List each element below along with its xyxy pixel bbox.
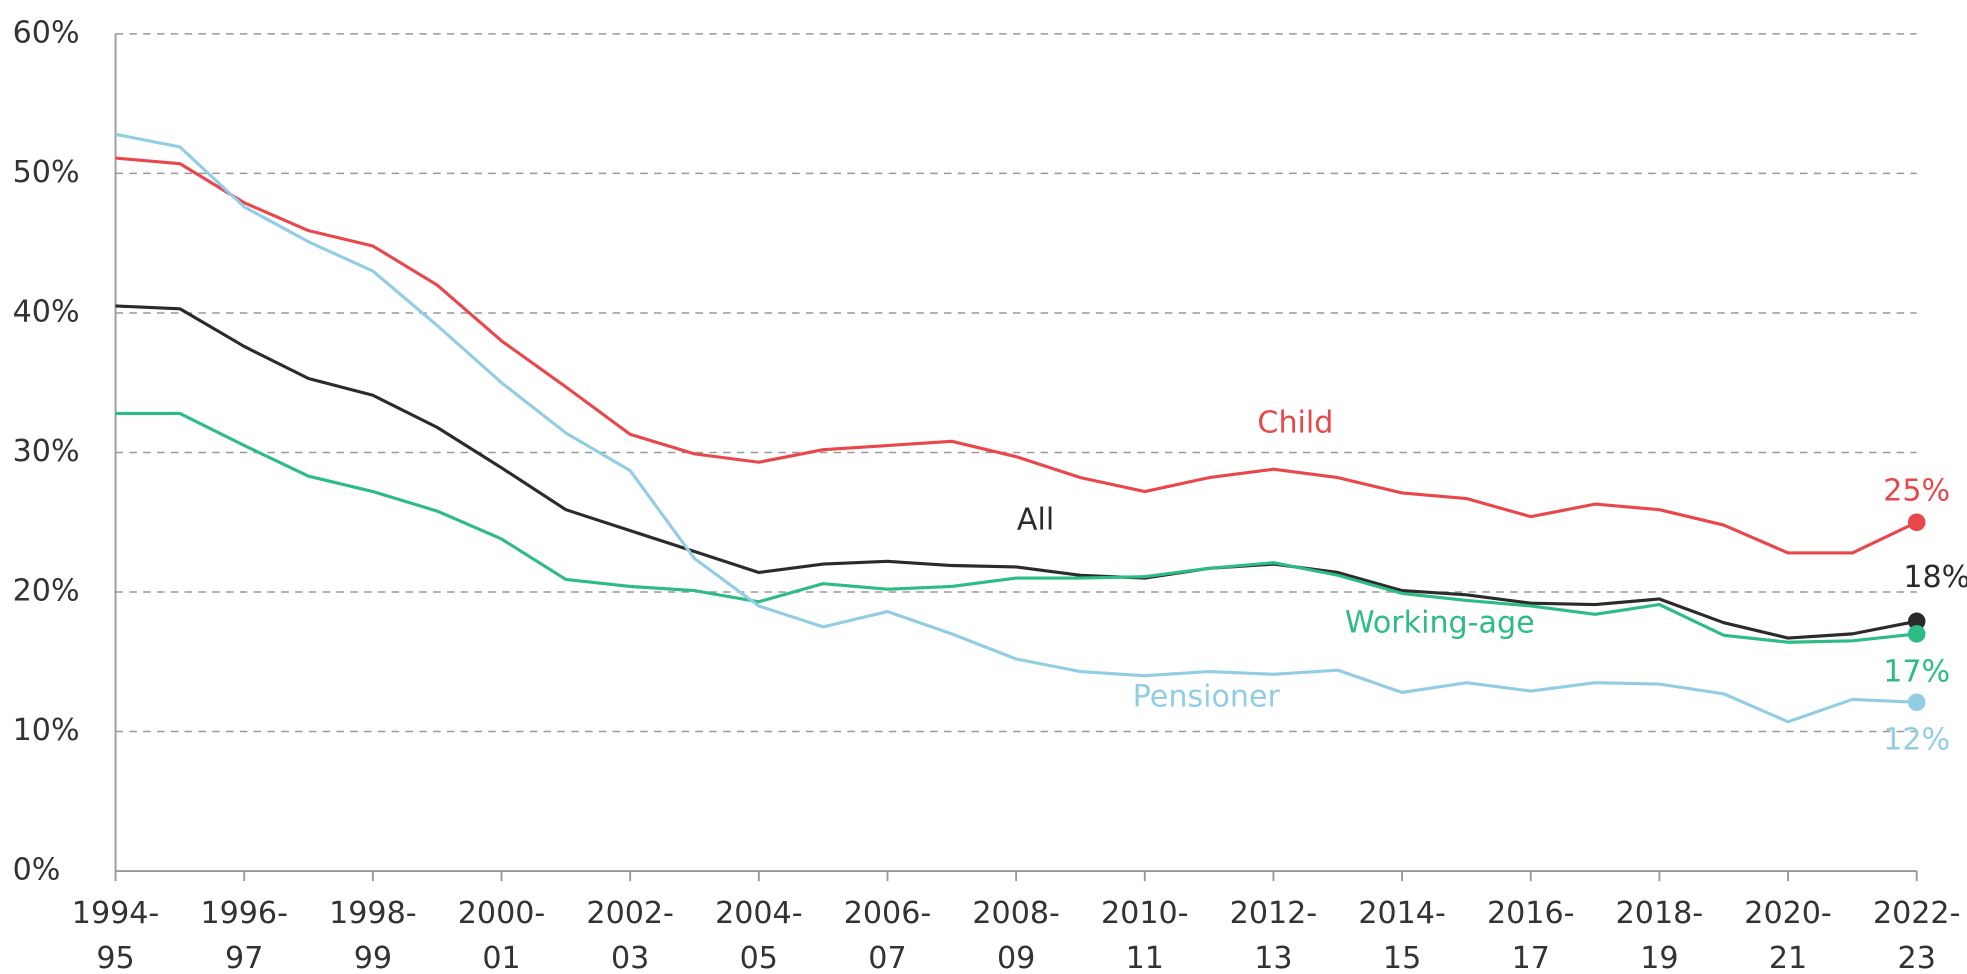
y-tick-label: 50%	[13, 155, 80, 190]
x-tick-label: 2002- 03	[586, 895, 673, 974]
end-point	[1907, 625, 1926, 643]
x-tick-label-line: 07	[868, 940, 906, 974]
x-tick-label-line: 2008-	[972, 895, 1060, 930]
x-tick-label-line: 97	[225, 940, 263, 974]
x-tick-label: 1996- 97	[200, 895, 287, 974]
end-point	[1907, 513, 1926, 532]
series-line	[115, 411, 1917, 644]
value-label: 25%	[1883, 474, 1950, 509]
x-tick-label-line: 2014-	[1358, 895, 1446, 930]
x-tick-label-line: 2004-	[715, 895, 803, 930]
end-point	[1907, 693, 1926, 712]
x-tick-label: 2010- 11	[1101, 895, 1189, 974]
series-label: All	[1017, 502, 1054, 537]
x-tick-label-line: 03	[611, 940, 649, 974]
y-tick-label: 10%	[13, 713, 80, 748]
x-tick-label: 1998- 99	[329, 895, 417, 974]
x-tick-label-line: 95	[96, 940, 134, 974]
y-tick-label: 60%	[13, 15, 80, 50]
x-tick-label: 1994- 95	[72, 895, 159, 974]
series-label: Pensioner	[1133, 679, 1281, 714]
x-tick-label-line: 2010-	[1101, 895, 1189, 930]
x-tick-label-line: 01	[482, 940, 520, 974]
x-tick-label-line: 23	[1898, 940, 1936, 974]
y-tick-label: 20%	[13, 574, 80, 609]
x-tick-label: 2012- 13	[1230, 895, 1318, 974]
x-tick-label: 2014- 15	[1358, 895, 1446, 974]
y-tick-label: 0%	[13, 853, 61, 888]
x-tick-label-line: 15	[1383, 940, 1421, 974]
x-tick-label-line: 2022-	[1873, 895, 1961, 930]
x-tick-label: 2004- 05	[715, 895, 803, 974]
x-tick-label-line: 17	[1512, 940, 1550, 974]
x-tick-label: 2022- 23	[1873, 895, 1961, 974]
x-tick-label: 2006- 07	[844, 895, 932, 974]
x-tick-label-line: 2006-	[844, 895, 932, 930]
x-tick-label: 2020- 21	[1744, 895, 1832, 974]
series-line	[115, 156, 1918, 555]
value-label: 17%	[1883, 654, 1950, 689]
x-tick-label-line: 1994-	[72, 895, 159, 930]
x-tick-label-line: 2000-	[458, 895, 546, 930]
x-tick-label-line: 19	[1640, 940, 1678, 974]
x-tick-label-line: 21	[1769, 940, 1807, 974]
x-tick-label-line: 2020-	[1744, 895, 1832, 930]
x-tick-label-line: 11	[1126, 940, 1164, 974]
x-tick-label-line: 99	[354, 940, 392, 974]
y-tick-label: 30%	[13, 434, 80, 469]
series-label: Working-age	[1345, 605, 1535, 640]
x-tick-label: 2000- 01	[458, 895, 546, 974]
y-tick-label: 40%	[13, 294, 80, 329]
x-tick-label-line: 05	[740, 940, 778, 974]
x-tick-label-line: 2012-	[1230, 895, 1318, 930]
series-line	[115, 304, 1918, 640]
x-tick-label-line: 13	[1254, 940, 1292, 974]
series-label: Child	[1257, 406, 1333, 441]
x-tick-label-line: 09	[997, 940, 1035, 974]
x-tick-label-line: 1998-	[329, 895, 417, 930]
x-tick-label-line: 1996-	[200, 895, 287, 930]
x-tick-label: 2008- 09	[972, 895, 1060, 974]
x-tick-label: 2016- 17	[1487, 895, 1575, 974]
x-tick-label-line: 2002-	[586, 895, 673, 930]
x-tick-label-line: 2016-	[1487, 895, 1575, 930]
series-line	[115, 132, 1917, 724]
x-tick-label-line: 2018-	[1616, 895, 1704, 930]
end-point	[1907, 612, 1926, 631]
value-label: 18%	[1903, 560, 1967, 595]
x-tick-label: 2018- 19	[1616, 895, 1704, 974]
value-label: 12%	[1883, 723, 1950, 758]
